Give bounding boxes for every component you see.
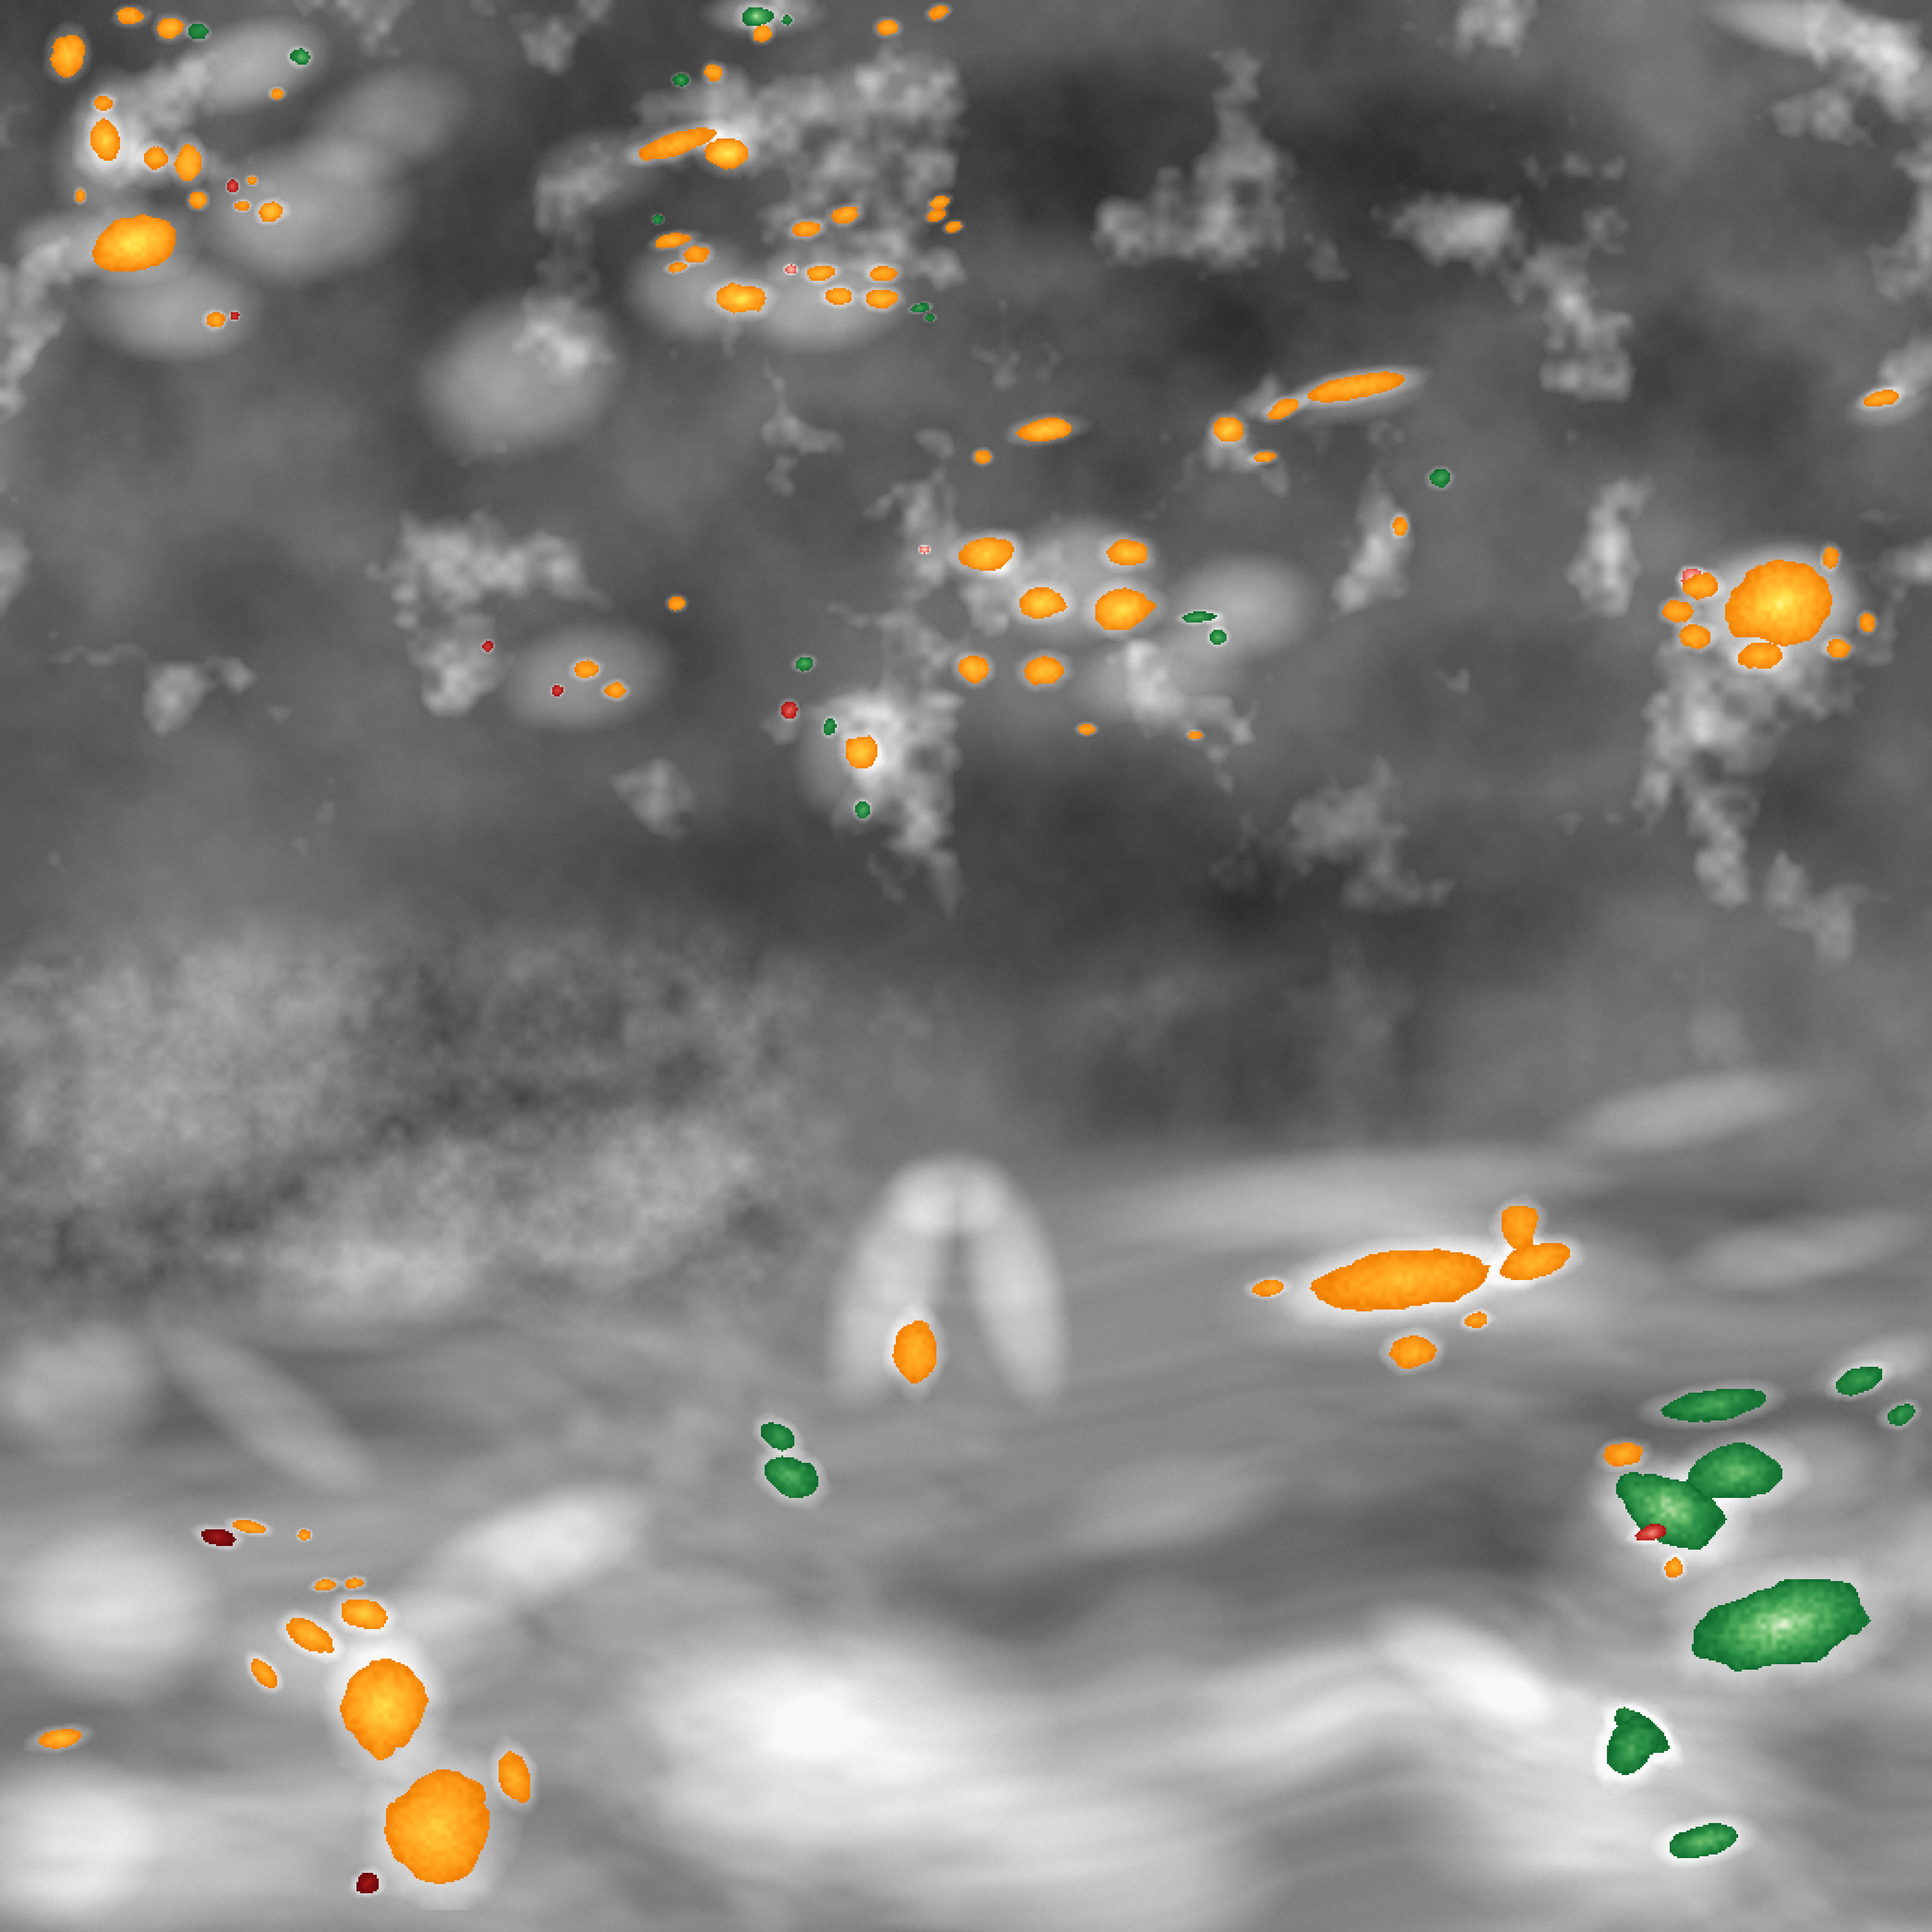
satellite-image [0, 0, 1932, 1932]
ir-satellite-canvas [0, 0, 1932, 1932]
